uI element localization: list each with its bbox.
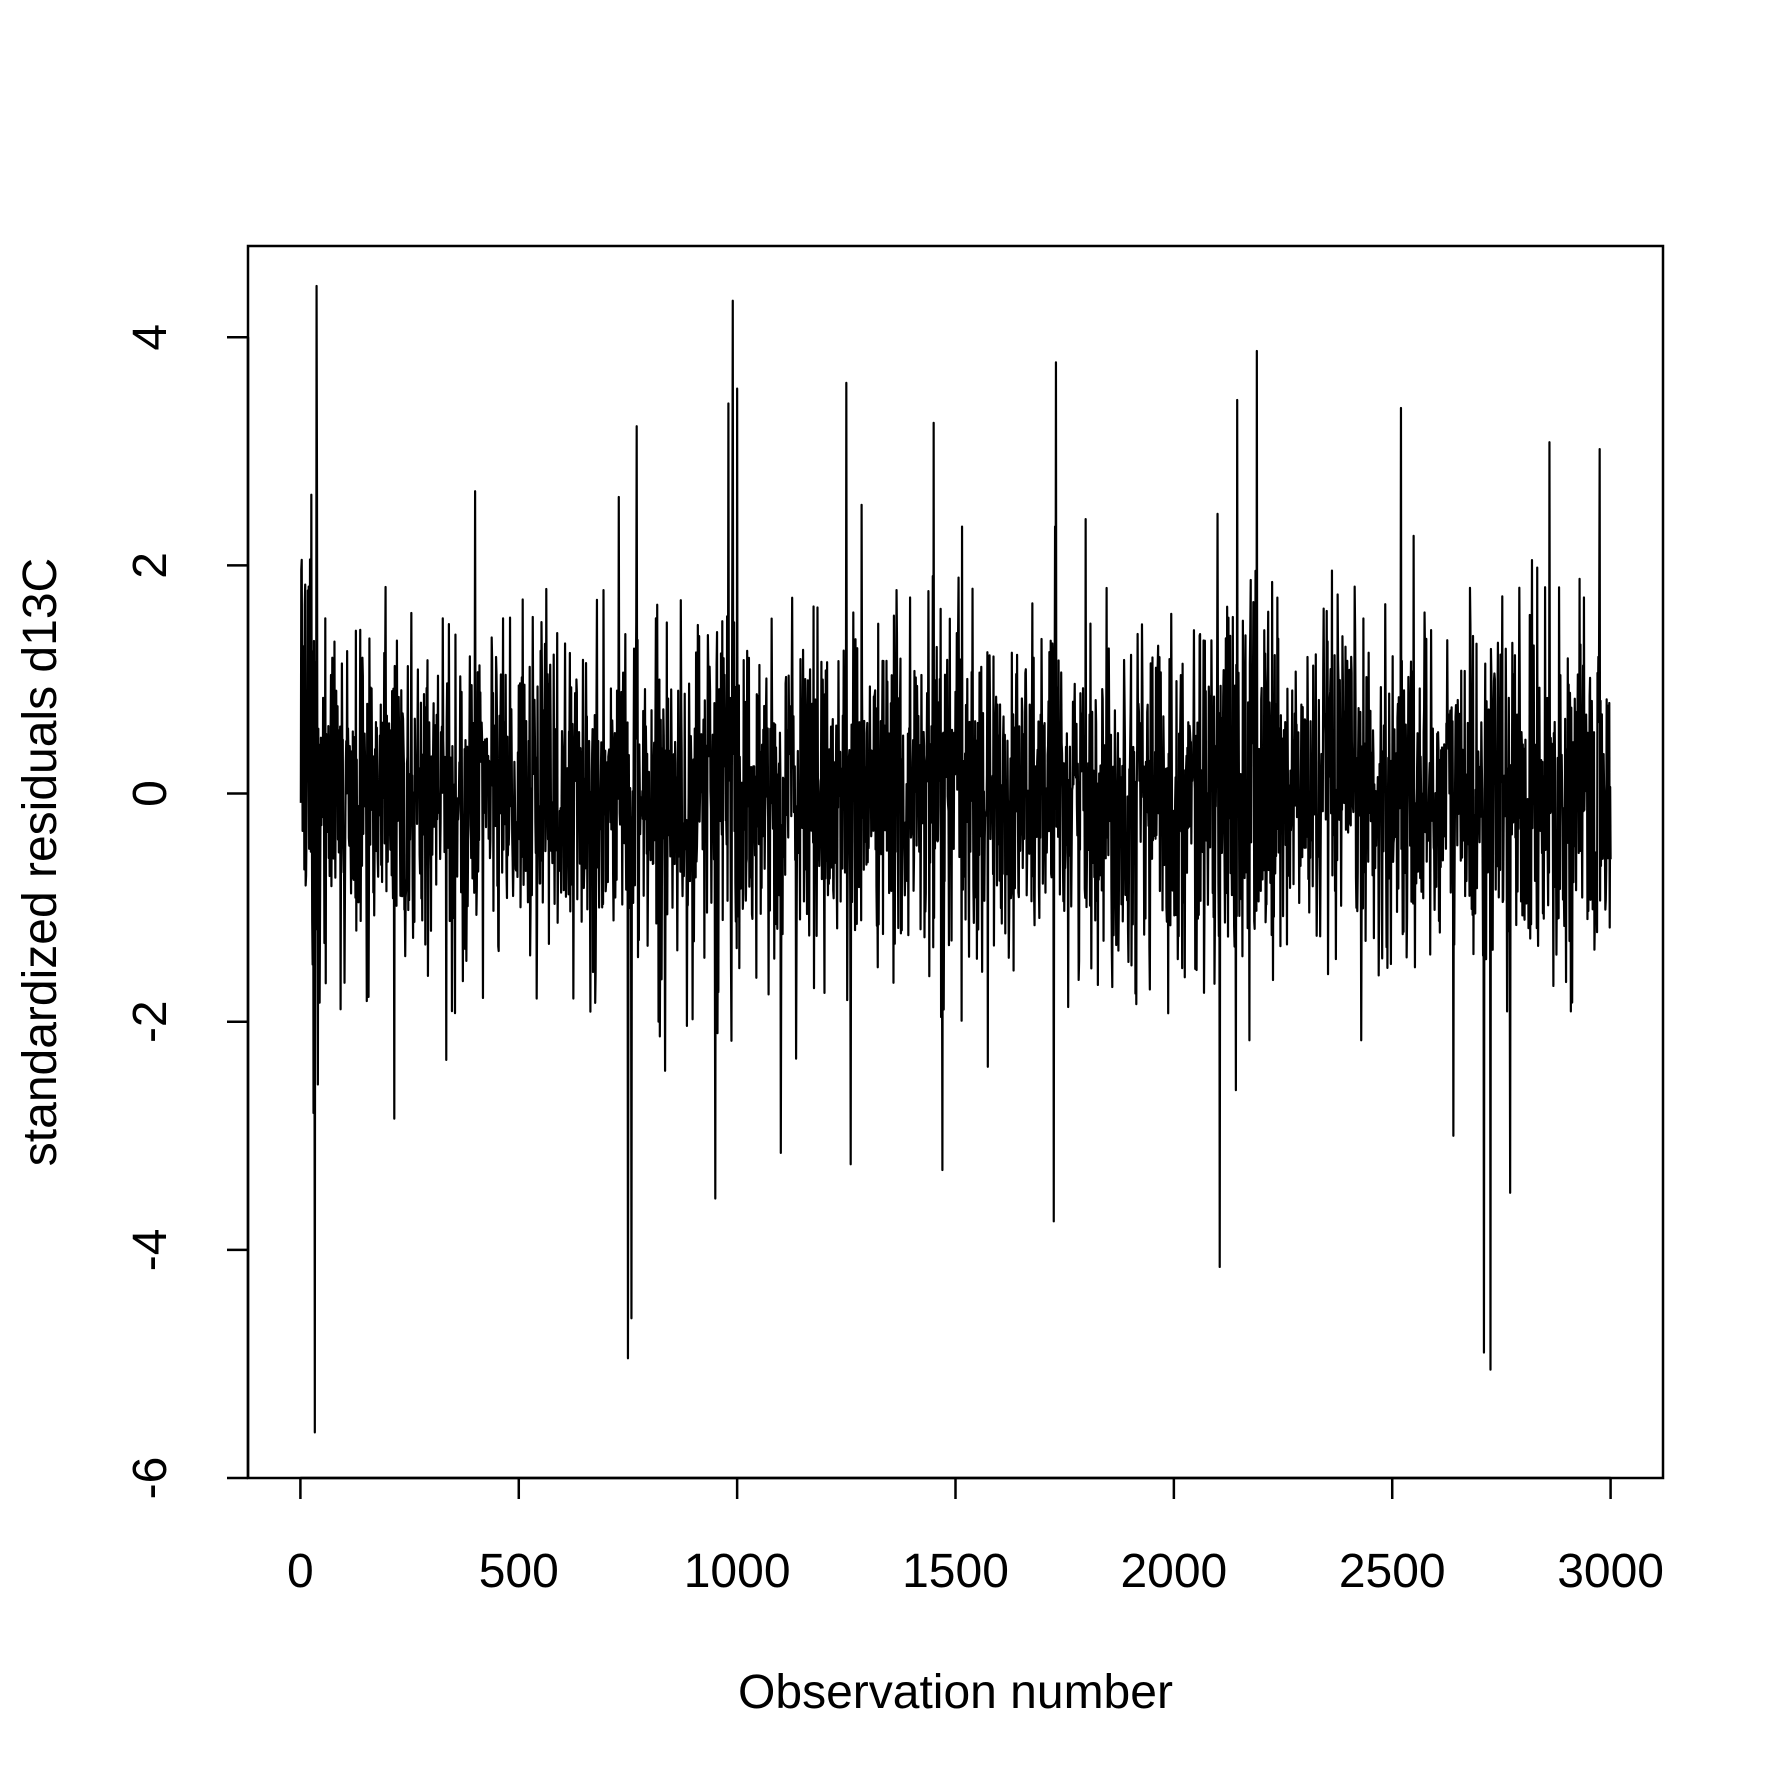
x-tick-label: 1500: [902, 1545, 1009, 1598]
y-tick-label: 4: [124, 324, 177, 351]
x-axis: 0 500 1000 1500 2000 2500 3000: [287, 1476, 1664, 1598]
residuals-series-line: [299, 284, 1612, 1434]
x-axis-title: Observation number: [738, 1666, 1173, 1719]
y-axis: -6 -4 -2 0 2 4: [124, 324, 250, 1500]
y-tick-label: -6: [124, 1457, 177, 1500]
x-tick-label: 2000: [1120, 1545, 1227, 1598]
y-tick-label: 0: [124, 780, 177, 807]
y-tick-label: -2: [124, 1000, 177, 1043]
x-tick-label: 0: [287, 1545, 314, 1598]
x-tick-label: 500: [479, 1545, 559, 1598]
series-layer: [299, 284, 1612, 1434]
y-tick-label: 2: [124, 552, 177, 579]
y-tick-label: -4: [124, 1229, 177, 1272]
x-tick-label: 2500: [1339, 1545, 1446, 1598]
x-tick-label: 1000: [684, 1545, 791, 1598]
y-axis-title: standardized residuals d13C: [14, 558, 67, 1166]
x-tick-label: 3000: [1557, 1545, 1664, 1598]
